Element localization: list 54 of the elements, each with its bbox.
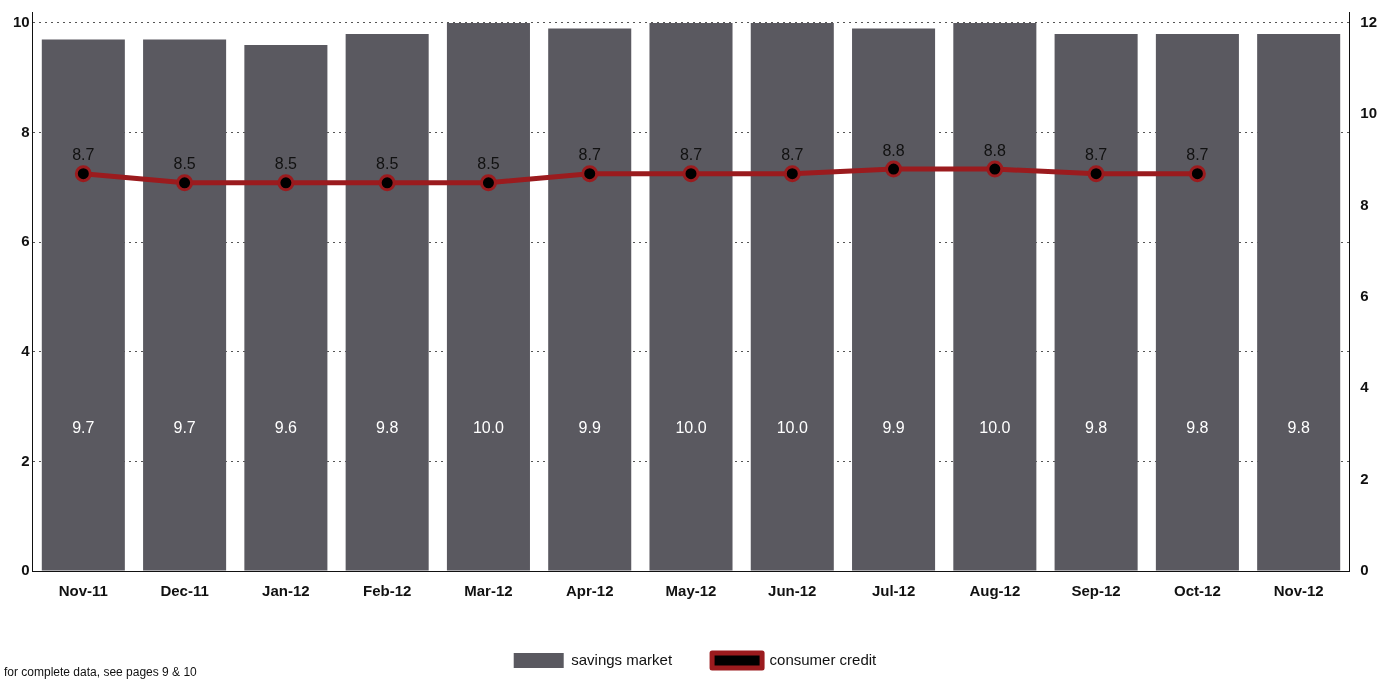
x-tick-label: Nov-12 xyxy=(1273,582,1324,600)
legend-label: savings market xyxy=(571,650,673,668)
legend-label: consumer credit xyxy=(769,650,878,668)
x-tick-label: Jan-12 xyxy=(262,582,310,600)
data-label: 10.0 xyxy=(979,418,1011,436)
x-tick-label: Jul-12 xyxy=(871,582,916,600)
x-tick-label: Oct-12 xyxy=(1174,582,1221,600)
x-tick-label: Feb-12 xyxy=(362,582,412,600)
data-label: 9.8 xyxy=(376,418,399,436)
data-label: 9.6 xyxy=(274,418,298,436)
y-tick-label: 4 xyxy=(21,341,31,359)
x-tick-label: Apr-12 xyxy=(565,582,614,600)
data-label: 9.9 xyxy=(882,418,905,436)
data-label: 8.8 xyxy=(983,141,1007,159)
y2-tick-label: 2 xyxy=(1360,469,1369,487)
data-label: 9.7 xyxy=(173,418,196,436)
data-label: 8.5 xyxy=(173,155,196,173)
data-label: 9.9 xyxy=(578,418,601,436)
x-tick-label: Mar-12 xyxy=(464,582,513,600)
data-label: 8.5 xyxy=(376,155,399,173)
y2-tick-label: 4 xyxy=(1360,378,1370,396)
y-tick-label: 10 xyxy=(13,13,30,31)
data-label: 10.0 xyxy=(675,418,707,436)
x-tick-label: Nov-11 xyxy=(58,582,108,600)
x-tick-label: Aug-12 xyxy=(969,582,1021,600)
y-tick-label: 6 xyxy=(21,232,30,250)
data-label: 9.8 xyxy=(1186,418,1209,436)
data-label: 9.7 xyxy=(72,418,95,436)
data-label: 8.7 xyxy=(1186,146,1209,164)
data-label: 8.5 xyxy=(477,155,500,173)
x-tick-label: Dec-11 xyxy=(160,582,209,600)
data-label: 8.7 xyxy=(578,146,601,164)
data-label: 8.7 xyxy=(679,146,703,164)
data-label: 8.5 xyxy=(274,155,298,173)
x-tick-label: May-12 xyxy=(665,582,717,600)
data-label: 8.7 xyxy=(1084,146,1108,164)
y2-tick-label: 12 xyxy=(1360,13,1377,31)
y-tick-label: 0 xyxy=(21,561,30,579)
data-label: 8.8 xyxy=(882,141,905,159)
y2-tick-label: 10 xyxy=(1360,104,1377,122)
x-tick-label: Sep-12 xyxy=(1071,582,1121,600)
data-label: 9.8 xyxy=(1287,418,1310,436)
y-tick-label: 2 xyxy=(21,451,30,469)
y2-tick-label: 0 xyxy=(1360,561,1369,579)
x-tick-label: Jun-12 xyxy=(768,582,817,600)
data-label: 8.7 xyxy=(781,146,804,164)
y2-tick-label: 8 xyxy=(1360,195,1369,213)
data-label: 8.7 xyxy=(72,146,95,164)
y2-tick-label: 6 xyxy=(1360,287,1369,305)
data-label: 9.8 xyxy=(1084,418,1108,436)
data-label: 10.0 xyxy=(472,418,505,436)
data-label: 10.0 xyxy=(776,418,808,436)
text: for complete data, see pages 9 & 10 xyxy=(4,665,197,679)
y-tick-label: 8 xyxy=(21,122,30,140)
